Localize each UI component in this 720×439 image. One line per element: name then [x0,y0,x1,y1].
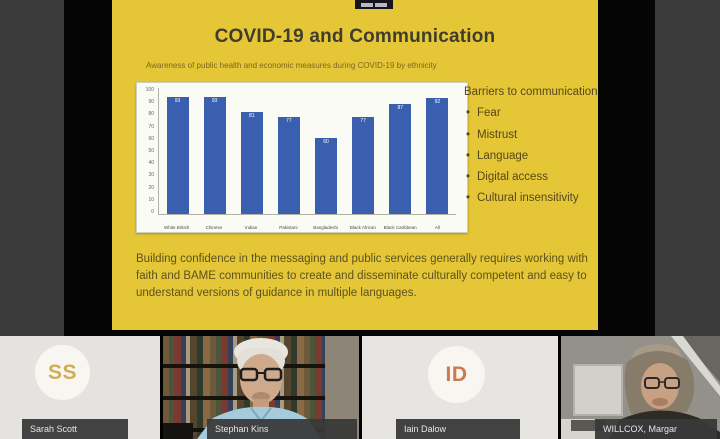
y-tick-label: 80 [148,111,154,118]
avatar-initials: SS [47,360,77,384]
chart-bar: 93 [166,96,189,214]
barrier-item: Cultural insensitivity [464,190,598,208]
bar-data-label: 77 [286,117,292,124]
participant-name: WILLCOX, Margar [603,424,678,434]
presentation-slide: COVID-19 and Communication Awareness of … [112,0,598,330]
barriers-heading: Barriers to communication [464,86,598,98]
logo-mark [375,2,387,7]
x-tick-label: Pakistani [279,224,298,230]
barrier-item: Mistrust [464,127,598,145]
y-tick-label: 70 [148,123,154,130]
participant-name: Stephan Kins [215,424,269,434]
bar-data-label: 92 [434,99,441,106]
slide-body-text: Building confidence in the messaging and… [136,253,588,300]
chart-bar: 93 [203,96,226,214]
organisation-logo [355,0,393,9]
x-tick-label: Chinese [205,224,223,230]
logo-mark [361,2,373,7]
participant-name-tag: Stephan Kins [207,419,357,439]
participant-name: Iain Dalow [404,424,447,434]
y-tick-label: 100 [145,87,154,93]
participant-name-tag: WILLCOX, Margar [595,419,717,439]
chart-y-axis: 100 90 80 70 60 50 40 30 20 10 0 [137,88,157,215]
y-tick-label: 90 [148,99,154,106]
x-tick-label: Black African [349,224,376,230]
x-tick-label: Indian [244,224,258,230]
participant-tile-sarah-scott[interactable]: SS Sarah Scott [0,336,160,439]
participant-name-tag: Iain Dalow [396,419,520,439]
slide-subtitle: Awareness of public health and economic … [146,61,437,70]
y-tick-label: 50 [148,147,154,154]
laptop [571,420,605,431]
y-tick-label: 30 [148,172,154,179]
x-tick-label: All [434,224,440,230]
barrier-item: Digital access [464,169,598,187]
chart-bar: 60 [315,138,338,214]
barrier-item: Fear [464,105,598,123]
participant-name-tag: Sarah Scott [22,419,128,439]
slide-title: COVID-19 and Communication [214,26,496,47]
y-tick-label: 20 [148,184,154,191]
y-tick-label: 40 [148,160,154,167]
bar-data-label: 60 [323,139,329,146]
participant-tile-willcox-margaret[interactable]: WILLCOX, Margar [561,336,720,439]
participant-tile-stephan-kins[interactable]: Stephan Kins [163,336,359,439]
chart-bar: 77 [277,116,300,214]
bar-data-label: 93 [174,97,181,104]
participant-tile-iain-dalow[interactable]: ID Iain Dalow [362,336,558,439]
bar-data-label: 87 [397,105,404,112]
participant-filmstrip: SS Sarah Scott Steph [0,336,720,439]
y-tick-label: 0 [151,208,154,215]
bar-data-label: 93 [211,97,218,104]
barriers-panel: Barriers to communication Fear Mistrust La… [464,84,598,208]
chair-shadow [163,423,193,439]
avatar: SS [35,345,90,400]
chart-bar: 81 [240,111,263,214]
barrier-item: Language [464,148,598,166]
avatar: ID [428,346,485,403]
office-window [573,364,623,416]
chart-bar: 92 [426,98,449,214]
participant-video-man [197,338,321,439]
avatar-initials: ID [445,362,468,386]
x-tick-label: Bangladeshi [313,224,339,230]
chart-bar: 77 [352,116,375,214]
bar-data-label: 77 [360,117,366,124]
x-tick-label: White British [163,224,190,230]
chart-x-axis: White British Chinese Indian Pakistani Bangl… [158,225,456,230]
barriers-list: Fear Mistrust Language Digital access Cultur… [464,105,598,208]
y-tick-label: 10 [148,196,154,203]
participant-name: Sarah Scott [30,424,78,434]
y-tick-label: 60 [148,135,154,142]
chart-bar: 87 [389,104,412,214]
chart-plot-area: 93 93 81 77 60 77 87 92 [158,88,456,215]
x-tick-label: Black Caribbean [383,224,417,230]
screenshare-region: COVID-19 and Communication Awareness of … [0,0,720,336]
bar-data-label: 81 [249,112,255,119]
bar-chart: 100 90 80 70 60 50 40 30 20 10 0 93 93 81 77 60 77 87 92 … [136,82,468,233]
